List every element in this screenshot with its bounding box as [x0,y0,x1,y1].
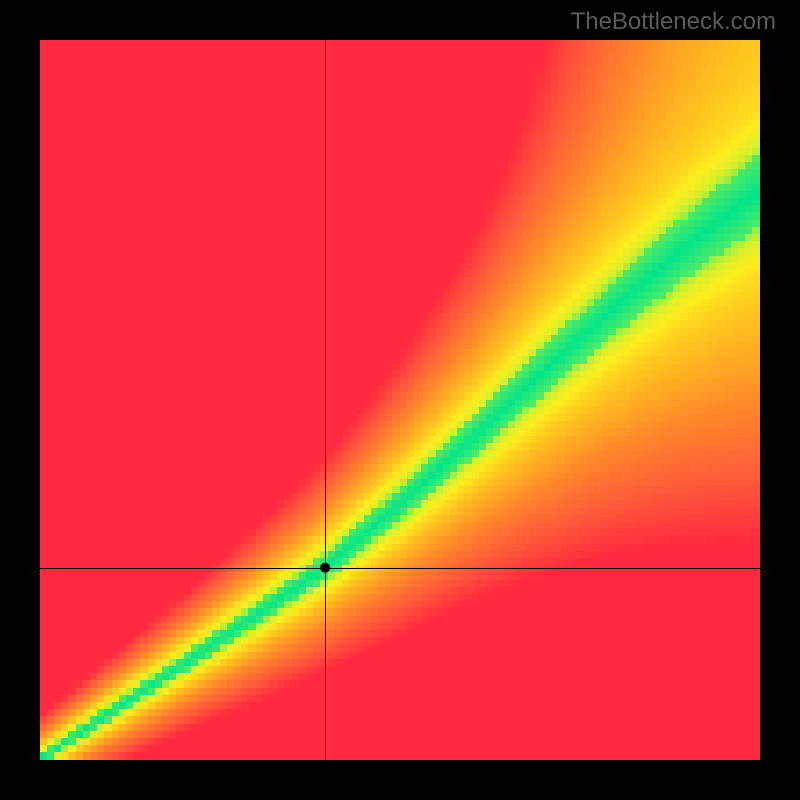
heatmap-canvas [40,40,760,760]
chart-frame: TheBottleneck.com [0,0,800,800]
source-watermark: TheBottleneck.com [571,8,776,36]
heatmap-plot [40,40,760,760]
